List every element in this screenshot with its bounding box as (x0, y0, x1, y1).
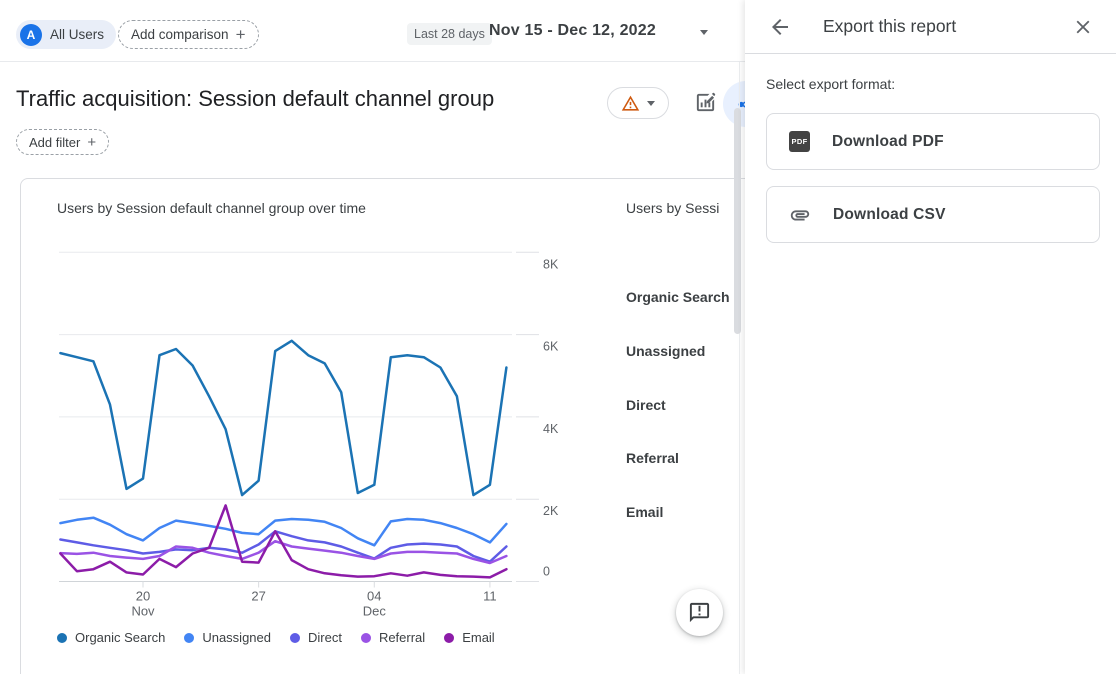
feedback-icon (689, 602, 710, 623)
legend-item-email: Email (444, 630, 495, 645)
export-panel: Export this report Select export format:… (745, 0, 1116, 674)
bar-chart-title: Users by Sessi (626, 200, 720, 216)
y-tick-label: 8K (543, 257, 559, 271)
x-tick-label: 04 (367, 589, 381, 604)
legend-label: Email (462, 630, 495, 645)
channel-row-label: Referral (626, 450, 679, 466)
series-line-direct (59, 530, 508, 563)
legend-label: Unassigned (202, 630, 271, 645)
legend-dot (289, 632, 300, 643)
channel-row-label: Unassigned (626, 343, 706, 359)
legend-item-direct: Direct (289, 630, 342, 645)
x-tick-label: 11 (483, 589, 497, 604)
traffic-acquisition-card: Users by Session default channel group o… (20, 178, 745, 674)
data-quality-warning-button[interactable] (607, 87, 669, 119)
export-panel-header: Export this report (745, 0, 1116, 54)
line-chart-title: Users by Session default channel group o… (57, 200, 366, 216)
plus-icon: + (87, 133, 97, 151)
date-range-selector[interactable]: Nov 15 - Dec 12, 2022 (489, 22, 656, 39)
legend-item-referral: Referral (360, 630, 426, 645)
legend-item-organic-search: Organic Search (57, 630, 165, 645)
main-content: A All Users Add comparison + Last 28 day… (0, 0, 745, 674)
scrollbar-track (739, 62, 740, 674)
channel-row-label: Direct (626, 397, 666, 413)
arrow-back-icon (772, 19, 788, 35)
back-button[interactable] (768, 15, 792, 39)
add-filter-label: Add filter (29, 134, 81, 150)
y-tick-label: 2K (543, 504, 559, 518)
x-tick-label: 27 (251, 589, 265, 604)
x-tick-sublabel: Nov (131, 604, 155, 619)
all-users-label: All Users (50, 27, 105, 42)
x-tick-label: 20 (136, 589, 150, 604)
plus-icon: + (235, 25, 246, 44)
download-pdf-button[interactable]: PDF Download PDF (766, 113, 1100, 170)
close-button[interactable] (1072, 16, 1094, 38)
audience-avatar: A (20, 23, 42, 46)
attachment-icon (789, 204, 811, 226)
chevron-down-icon (647, 100, 655, 106)
date-preset-badge: Last 28 days (407, 23, 492, 45)
series-line-email (59, 504, 508, 579)
feedback-button[interactable] (676, 589, 723, 636)
download-pdf-label: Download PDF (832, 132, 944, 150)
legend-label: Referral (378, 630, 426, 645)
close-icon (1076, 20, 1090, 34)
page-title: Traffic acquisition: Session default cha… (16, 86, 495, 111)
all-users-chip[interactable]: A All Users (16, 20, 117, 49)
legend-label: Organic Search (75, 630, 166, 645)
download-csv-button[interactable]: Download CSV (766, 186, 1100, 243)
series-line-organic-search (59, 339, 508, 497)
add-filter-button[interactable]: Add filter + (16, 129, 110, 155)
add-comparison-button[interactable]: Add comparison + (118, 20, 259, 49)
y-tick-label: 6K (543, 340, 559, 354)
export-panel-title: Export this report (823, 16, 957, 36)
channel-row-label: Email (626, 504, 664, 520)
customize-report-button[interactable] (694, 91, 718, 115)
legend-label: Direct (307, 630, 342, 645)
y-tick-label: 4K (543, 422, 559, 436)
y-tick-label: 0 (543, 565, 550, 579)
download-csv-label: Download CSV (833, 205, 946, 223)
add-comparison-label: Add comparison (131, 27, 229, 42)
channel-row-label: Organic Search (626, 289, 730, 305)
export-format-label: Select export format: (766, 76, 896, 92)
legend-item-unassigned: Unassigned (184, 630, 271, 645)
legend-dot (184, 632, 195, 643)
pdf-badge-icon: PDF (789, 131, 810, 152)
legend-dot (360, 632, 371, 643)
chevron-down-icon[interactable] (700, 30, 708, 35)
chart-legend: Organic Search Unassigned Direct Referral Em… (57, 630, 495, 645)
series-line-unassigned (59, 516, 508, 547)
legend-dot (57, 632, 67, 643)
topbar: A All Users Add comparison + Last 28 day… (0, 0, 745, 62)
legend-dot (444, 632, 455, 643)
warning-icon (621, 94, 640, 113)
x-tick-sublabel: Dec (363, 604, 387, 619)
scrollbar-thumb[interactable] (734, 108, 741, 334)
